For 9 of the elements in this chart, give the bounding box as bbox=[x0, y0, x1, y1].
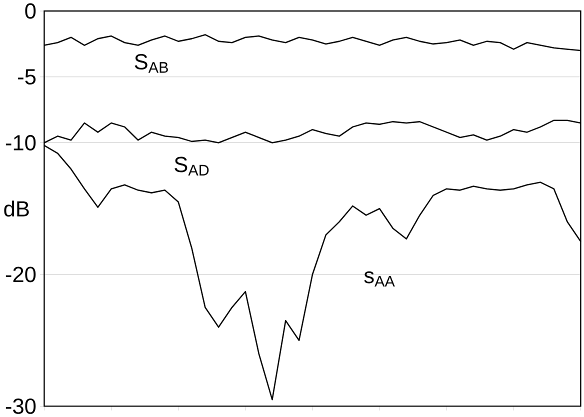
series-label: s$_{AA}$ bbox=[364, 271, 395, 286]
y-tick-label: -20 bbox=[6, 266, 36, 282]
y-tick-label: -30 bbox=[6, 398, 36, 414]
series-label: S$_{AD}$ bbox=[174, 156, 209, 176]
y-tick-label: -10 bbox=[6, 134, 36, 150]
series-label: S$_{AB}$ bbox=[134, 54, 168, 73]
y-tick-label: -5 bbox=[18, 69, 36, 84]
y-tick-label: 0 bbox=[25, 3, 36, 19]
y-axis-title: dB bbox=[4, 200, 29, 217]
